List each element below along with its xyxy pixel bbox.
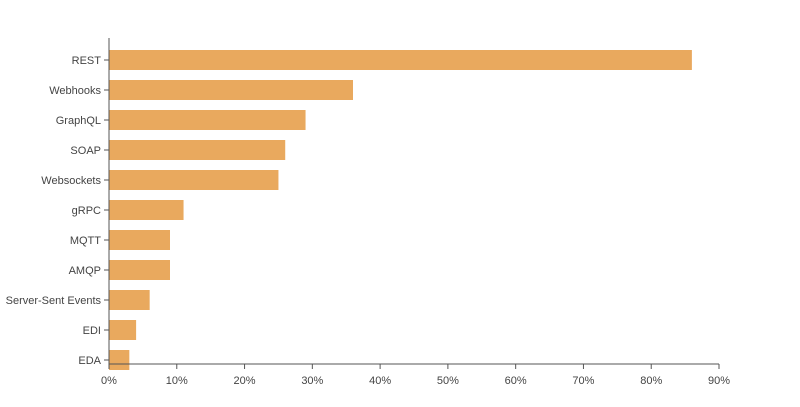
x-tick-label: 60% <box>505 375 527 387</box>
bar-webhooks <box>109 80 353 100</box>
bar-edi <box>109 320 137 340</box>
y-tick-label: MQTT <box>70 235 101 247</box>
x-tick-label: 10% <box>166 375 188 387</box>
bar-websockets <box>109 170 279 190</box>
y-tick-label: EDA <box>78 355 101 367</box>
x-tick-label: 30% <box>301 375 323 387</box>
bar-soap <box>109 140 286 160</box>
x-tick-label: 70% <box>572 375 594 387</box>
x-tick-label: 20% <box>234 375 256 387</box>
bar-graphql <box>109 110 306 130</box>
y-tick-label: SOAP <box>70 145 101 157</box>
y-tick-label: AMQP <box>69 265 101 277</box>
y-tick-label: EDI <box>83 325 101 337</box>
x-tick-label: 90% <box>708 375 730 387</box>
x-tick-label: 40% <box>369 375 391 387</box>
y-tick-label: Websockets <box>41 175 101 187</box>
y-tick-label: Server-Sent Events <box>6 295 102 307</box>
bar-eda <box>109 350 130 370</box>
bars-group <box>109 50 692 370</box>
y-tick-label: Webhooks <box>49 85 101 97</box>
bar-server-sent-events <box>109 290 150 310</box>
x-tick-label: 80% <box>640 375 662 387</box>
bar-mqtt <box>109 230 170 250</box>
bar-rest <box>109 50 692 70</box>
y-tick-label: gRPC <box>72 205 101 217</box>
x-tick-label: 0% <box>101 375 117 387</box>
x-axis: 0% 10% 20% 30% 40% 50% 60% 70% 80% 90% <box>101 363 730 387</box>
y-tick-label: REST <box>72 55 102 67</box>
bar-grpc <box>109 200 184 220</box>
x-tick-label: 50% <box>437 375 459 387</box>
bar-amqp <box>109 260 170 280</box>
y-tick-label: GraphQL <box>56 115 101 127</box>
y-axis: REST Webhooks GraphQL SOAP Websockets gRPC MQT… <box>6 38 110 367</box>
